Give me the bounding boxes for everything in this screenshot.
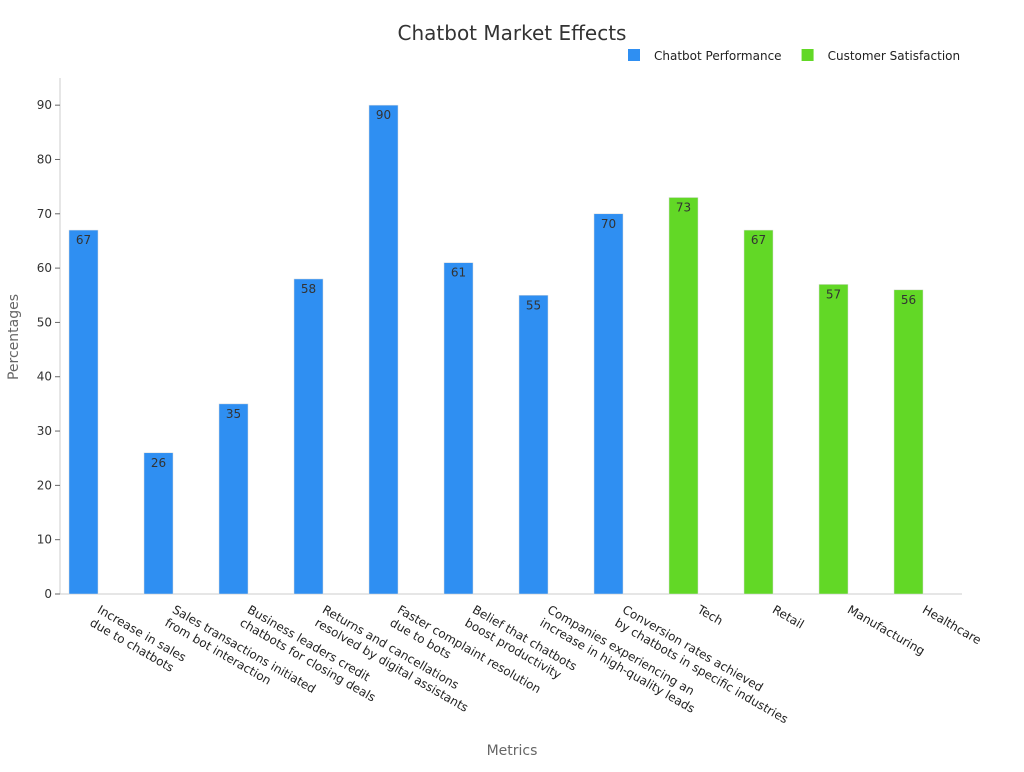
y-tick-label: 60 xyxy=(37,261,52,275)
y-tick-label: 30 xyxy=(37,424,52,438)
bar xyxy=(68,229,99,595)
y-tick-label: 10 xyxy=(37,533,52,547)
y-axis-label: Percentages xyxy=(6,294,22,380)
x-tick-label: Retail xyxy=(770,602,806,631)
bar xyxy=(893,289,924,595)
bar xyxy=(218,403,249,595)
legend-swatch xyxy=(801,49,814,61)
legend-label: Chatbot Performance xyxy=(654,49,782,63)
x-tick-label: Tech xyxy=(694,602,725,628)
x-tick-label-line: Manufacturing xyxy=(845,602,927,658)
data-label: 56 xyxy=(901,293,916,307)
bar xyxy=(668,197,699,595)
data-label: 73 xyxy=(676,200,691,214)
bar xyxy=(593,213,624,595)
bar xyxy=(743,229,774,595)
data-label: 67 xyxy=(76,233,91,247)
x-tick-label: Manufacturing xyxy=(845,602,927,658)
y-tick-label: 0 xyxy=(44,587,52,601)
y-tick-label: 70 xyxy=(37,207,52,221)
bar xyxy=(368,104,399,595)
y-tick-label: 40 xyxy=(37,370,52,384)
data-label: 26 xyxy=(151,456,166,470)
x-axis-label: Metrics xyxy=(487,743,538,759)
legend-label: Customer Satisfaction xyxy=(828,49,961,63)
data-label: 67 xyxy=(751,233,766,247)
data-label: 61 xyxy=(451,266,466,280)
data-label: 90 xyxy=(376,108,391,122)
y-tick-label: 90 xyxy=(37,98,52,112)
chart-title: Chatbot Market Effects xyxy=(398,21,627,45)
x-tick-label-line: Retail xyxy=(770,602,806,631)
bar xyxy=(293,278,324,595)
data-label: 58 xyxy=(301,282,316,296)
x-tick-label-line: Tech xyxy=(694,602,725,628)
y-tick-label: 20 xyxy=(37,478,52,492)
bar xyxy=(443,262,474,595)
bar xyxy=(818,284,849,595)
x-tick-label: Healthcare xyxy=(920,602,984,647)
data-label: 70 xyxy=(601,217,616,231)
y-tick-label: 80 xyxy=(37,152,52,166)
x-tick-label-line: Healthcare xyxy=(920,602,984,647)
data-label: 57 xyxy=(826,287,841,301)
bar xyxy=(143,452,174,595)
data-label: 55 xyxy=(526,298,541,312)
legend-swatch xyxy=(628,49,640,61)
data-label: 35 xyxy=(226,407,241,421)
y-tick-label: 50 xyxy=(37,315,52,329)
bar xyxy=(518,295,549,595)
